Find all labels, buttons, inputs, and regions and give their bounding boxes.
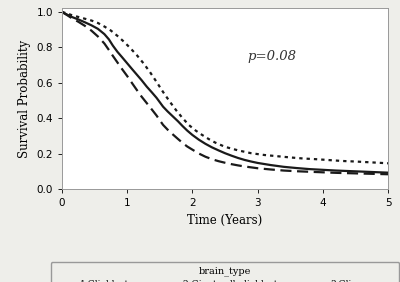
Text: p=0.08: p=0.08 <box>248 50 297 63</box>
Y-axis label: Survival Probability: Survival Probability <box>18 40 31 158</box>
Legend: 1.Glioblastoma, 2.Giant cell glioblastoma, 3.Gliosarcoma: 1.Glioblastoma, 2.Giant cell glioblastom… <box>50 262 400 282</box>
X-axis label: Time (Years): Time (Years) <box>187 213 263 226</box>
